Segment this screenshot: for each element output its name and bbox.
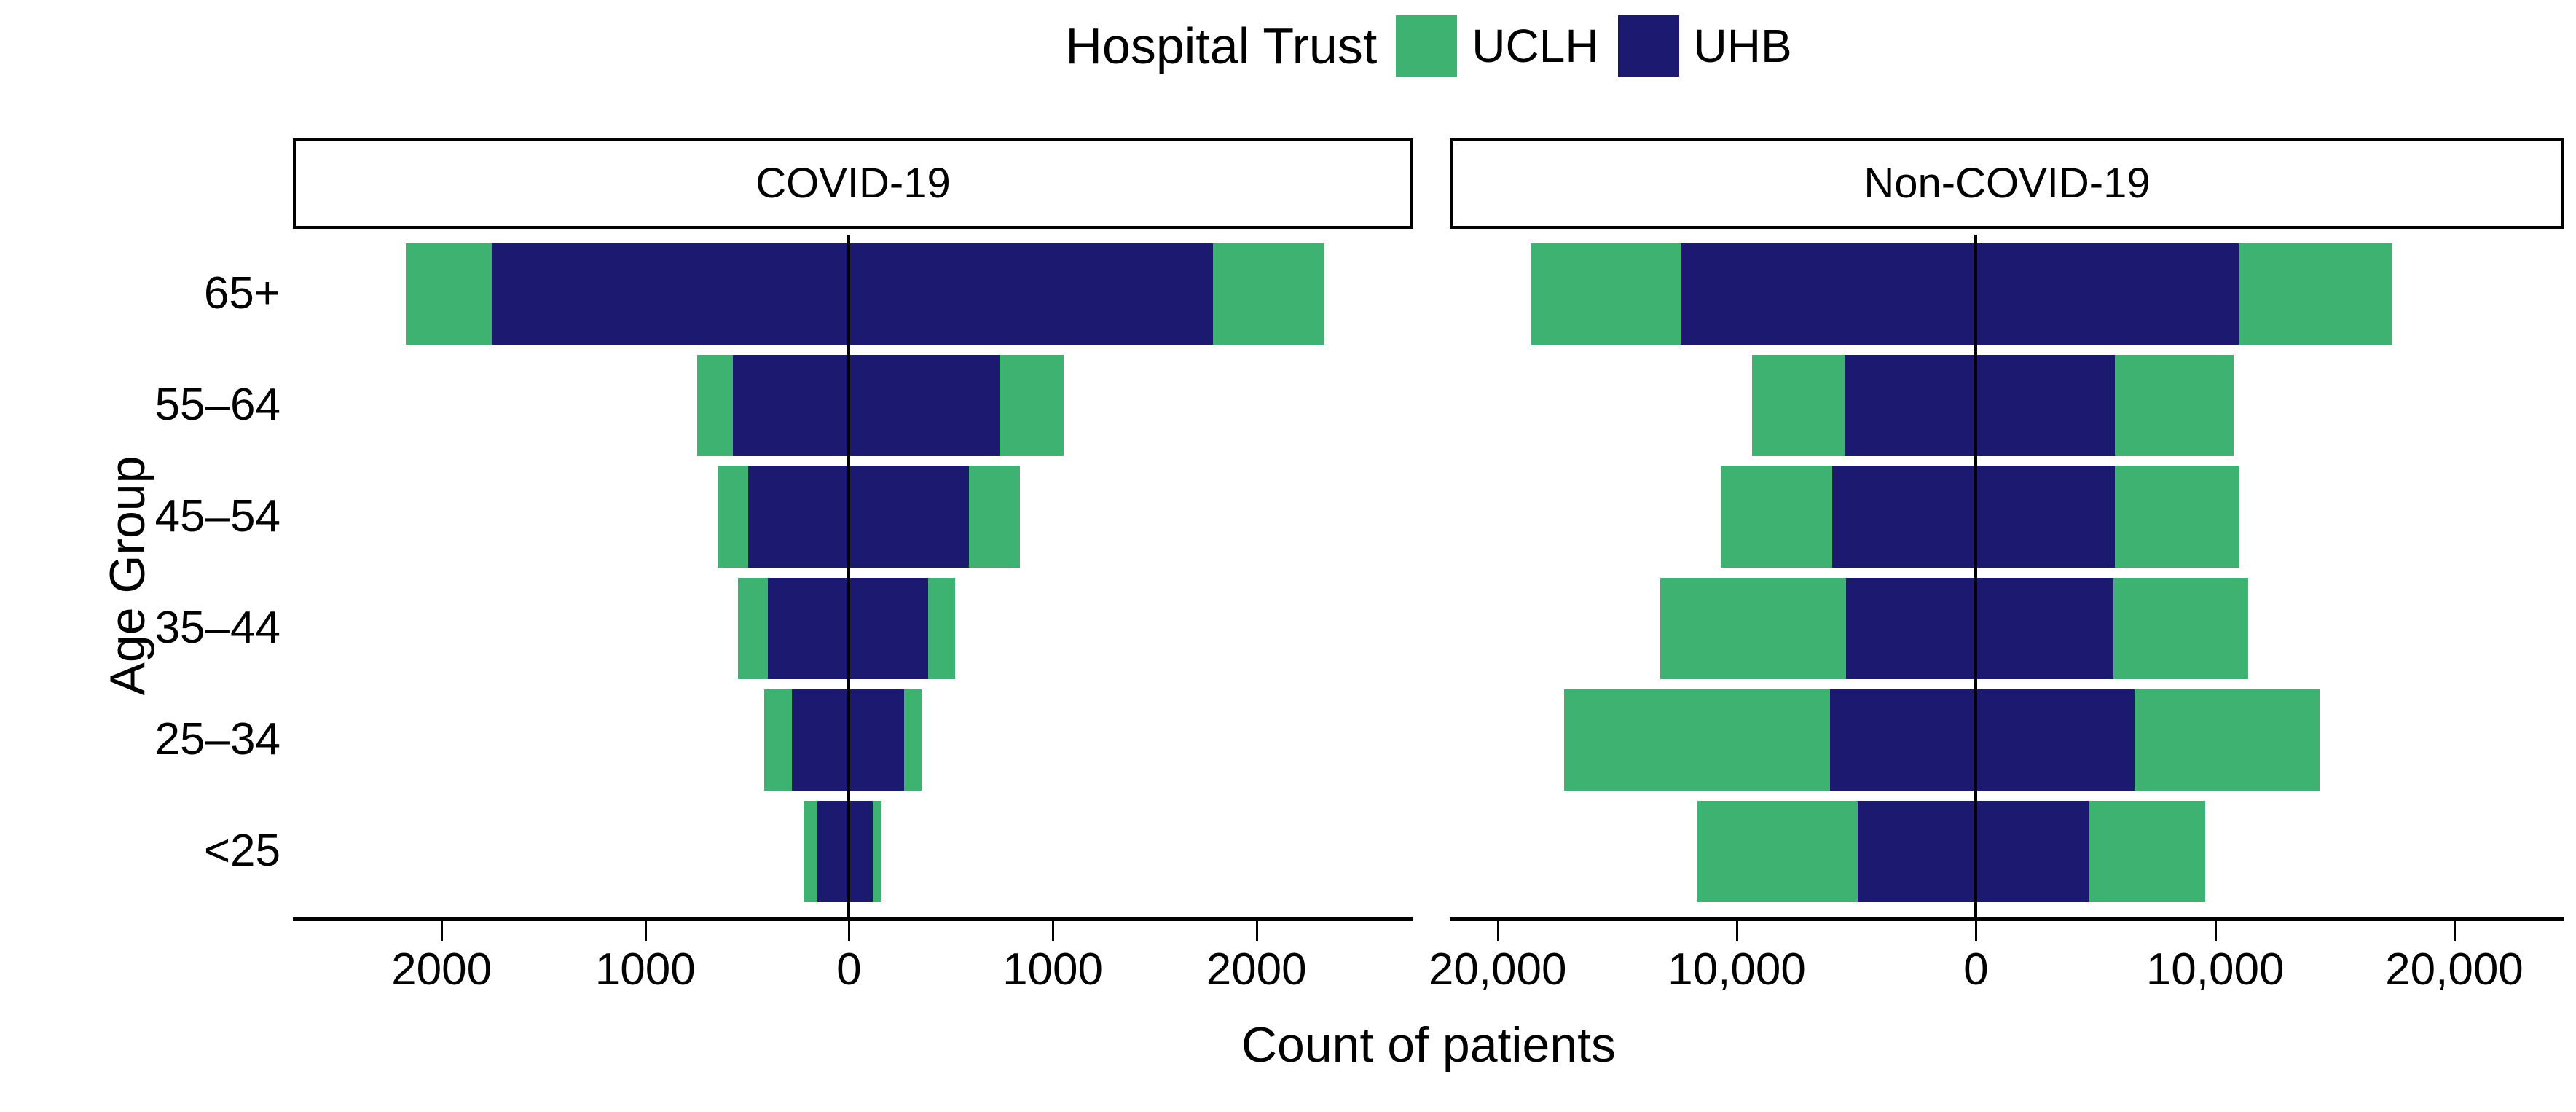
bar-segment-uhb-right bbox=[849, 354, 1000, 456]
x-tick-mark bbox=[441, 921, 444, 941]
strip-label: COVID-19 bbox=[755, 160, 951, 207]
bar-segment-uhb-left bbox=[1830, 689, 1976, 791]
bar-segment-uhb-right bbox=[1976, 689, 2135, 791]
bar-segment-uclh-right bbox=[1212, 243, 1325, 345]
bar-segment-uclh-left bbox=[738, 577, 768, 679]
y-axis-label: 55–64 bbox=[154, 380, 280, 430]
x-tick-mark bbox=[2453, 921, 2456, 941]
x-tick-mark bbox=[2214, 921, 2217, 941]
bar-segment-uclh-left bbox=[1660, 577, 1847, 679]
legend-item-uhb: UHB bbox=[1617, 15, 1792, 77]
bar-segment-uhb-left bbox=[767, 577, 849, 679]
x-tick-label: 0 bbox=[836, 944, 862, 995]
bar-segment-uhb-right bbox=[849, 466, 970, 568]
bar-segment-uclh-right bbox=[2089, 800, 2206, 902]
bar-segment-uhb-right bbox=[849, 800, 873, 902]
x-tick-label: 10,000 bbox=[2145, 944, 2285, 995]
x-axis-title: Count of patients bbox=[1241, 1017, 1617, 1073]
bar-segment-uclh-right bbox=[2113, 577, 2248, 679]
x-tick-mark bbox=[1735, 921, 1738, 941]
legend-item-uclh: UCLH bbox=[1396, 15, 1599, 77]
x-tick-label: 2000 bbox=[391, 944, 492, 995]
y-axis-label: 35–44 bbox=[154, 603, 280, 653]
legend: Hospital Trust UCLH UHB bbox=[293, 6, 2564, 86]
x-tick-mark bbox=[1496, 921, 1499, 941]
bar-segment-uclh-right bbox=[904, 689, 922, 791]
legend-title: Hospital Trust bbox=[1065, 17, 1378, 74]
bar-segment-uhb-left bbox=[1858, 800, 1976, 902]
bar-segment-uclh-right bbox=[928, 577, 955, 679]
bar-segment-uhb-left bbox=[747, 466, 849, 568]
x-tick-label: 0 bbox=[1963, 944, 1989, 995]
bar-segment-uclh-left bbox=[804, 800, 818, 902]
bar-segment-uhb-right bbox=[849, 577, 929, 679]
x-tick-mark bbox=[1255, 921, 1258, 941]
bar-segment-uhb-left bbox=[1680, 243, 1976, 345]
legend-label-uhb: UHB bbox=[1693, 20, 1792, 72]
bar-segment-uclh-right bbox=[2239, 243, 2392, 345]
bar-segment-uhb-left bbox=[733, 354, 849, 456]
bar-segment-uclh-right bbox=[2115, 466, 2240, 568]
bar-segment-uhb-right bbox=[1976, 243, 2239, 345]
x-tick-mark bbox=[1975, 921, 1978, 941]
bar-segment-uclh-left bbox=[1721, 466, 1833, 568]
bar-segment-uhb-right bbox=[1976, 800, 2089, 902]
x-tick-label: 1000 bbox=[1002, 944, 1103, 995]
facet-strip-noncovid: Non-COVID-19 bbox=[1450, 138, 2564, 229]
x-axis-line bbox=[293, 917, 1413, 921]
x-tick-mark bbox=[1052, 921, 1055, 941]
bar-segment-uhb-left bbox=[817, 800, 849, 902]
bar-segment-uhb-right bbox=[1976, 577, 2114, 679]
bar-segment-uhb-right bbox=[849, 689, 905, 791]
x-tick-label: 1000 bbox=[594, 944, 696, 995]
bar-segment-uhb-left bbox=[1832, 466, 1976, 568]
bar-segment-uhb-right bbox=[849, 243, 1213, 345]
uclh-swatch-icon bbox=[1396, 15, 1458, 77]
facet-strip-covid: COVID-19 bbox=[293, 138, 1413, 229]
y-axis-label: 25–34 bbox=[154, 714, 280, 764]
strip-label: Non-COVID-19 bbox=[1864, 160, 2151, 207]
bar-segment-uclh-right bbox=[2135, 689, 2320, 791]
bar-segment-uhb-left bbox=[1846, 577, 1976, 679]
bar-segment-uclh-right bbox=[1000, 354, 1064, 456]
bar-segment-uclh-left bbox=[1697, 800, 1858, 902]
bar-segment-uclh-left bbox=[1564, 689, 1831, 791]
y-axis-label: 65+ bbox=[203, 268, 280, 318]
bar-segment-uclh-right bbox=[2115, 354, 2234, 456]
uhb-swatch-icon bbox=[1617, 15, 1679, 77]
bar-segment-uhb-left bbox=[1845, 354, 1976, 456]
bar-segment-uclh-right bbox=[872, 800, 882, 902]
x-tick-mark bbox=[848, 921, 851, 941]
zero-line bbox=[1974, 235, 1978, 921]
bar-segment-uclh-left bbox=[1752, 354, 1845, 456]
bar-segment-uclh-left bbox=[406, 243, 493, 345]
bar-segment-uhb-left bbox=[792, 689, 849, 791]
zero-line bbox=[847, 235, 851, 921]
y-axis-label: 45–54 bbox=[154, 491, 280, 541]
bar-segment-uclh-right bbox=[969, 466, 1021, 568]
x-tick-label: 10,000 bbox=[1668, 944, 1806, 995]
bar-segment-uhb-left bbox=[492, 243, 849, 345]
bar-segment-uhb-right bbox=[1976, 466, 2116, 568]
bar-segment-uclh-left bbox=[718, 466, 748, 568]
bar-segment-uclh-left bbox=[764, 689, 793, 791]
bar-segment-uclh-left bbox=[1531, 243, 1681, 345]
y-axis-label: <25 bbox=[203, 826, 280, 876]
bar-segment-uhb-right bbox=[1976, 354, 2116, 456]
x-tick-mark bbox=[644, 921, 647, 941]
x-axis-line bbox=[1450, 917, 2564, 921]
y-axis-title: Age Group bbox=[100, 455, 155, 696]
x-tick-label: 20,000 bbox=[1428, 944, 1567, 995]
legend-label-uclh: UCLH bbox=[1472, 20, 1599, 72]
x-tick-label: 2000 bbox=[1206, 944, 1307, 995]
x-tick-label: 20,000 bbox=[2385, 944, 2524, 995]
bar-segment-uclh-left bbox=[697, 354, 733, 456]
